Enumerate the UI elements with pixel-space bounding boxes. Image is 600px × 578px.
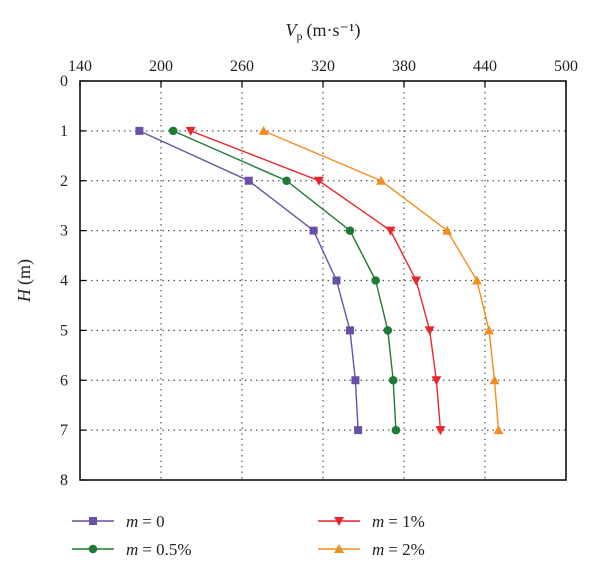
data-point xyxy=(385,226,396,236)
y-axis-symbol: H xyxy=(14,288,34,303)
data-point xyxy=(258,125,269,135)
x-axis-subscript: p xyxy=(297,29,303,43)
legend-item-2: m = 1% xyxy=(318,512,425,531)
y-tick-label: 8 xyxy=(60,472,68,489)
y-axis-ticks: 0 1 2 3 4 5 6 7 8 xyxy=(60,73,86,489)
x-tick-label: 140 xyxy=(68,58,92,75)
legend-label: m = 1% xyxy=(372,512,425,531)
legend-item-3: m = 2% xyxy=(318,540,425,559)
y-tick-label: 7 xyxy=(60,422,68,439)
data-point xyxy=(168,126,178,136)
x-tick-label: 440 xyxy=(473,58,497,75)
series-lines xyxy=(135,125,504,436)
data-point xyxy=(442,225,453,235)
data-point xyxy=(388,375,398,385)
legend: m = 0 m = 1% m = 0.5% m = 2% xyxy=(72,512,425,559)
legend-label: m = 0.5% xyxy=(126,540,192,559)
data-point xyxy=(431,376,442,386)
data-point xyxy=(135,126,144,135)
data-point xyxy=(354,426,363,435)
y-tick-label: 6 xyxy=(60,372,68,389)
data-point xyxy=(185,126,196,136)
data-point xyxy=(471,275,482,285)
x-tick-label: 200 xyxy=(149,58,173,75)
y-tick-label: 2 xyxy=(60,173,68,190)
legend-item-1: m = 0.5% xyxy=(72,540,192,559)
series-line-0 xyxy=(139,130,359,431)
data-point xyxy=(411,276,422,286)
data-point xyxy=(424,326,435,336)
y-tick-label: 5 xyxy=(60,322,68,339)
data-point xyxy=(346,326,354,335)
legend-label: m = 2% xyxy=(372,540,425,559)
x-tick-label: 380 xyxy=(392,58,416,75)
x-axis-title: Vp (m·s⁻¹) xyxy=(286,20,361,43)
y-tick-label: 4 xyxy=(60,273,68,290)
grid-lines xyxy=(80,81,566,480)
data-point xyxy=(351,376,360,385)
series-line-2 xyxy=(190,130,442,431)
series-0 xyxy=(135,126,363,435)
data-point xyxy=(309,226,318,235)
data-point xyxy=(244,176,253,185)
data-point xyxy=(435,426,446,436)
legend-item-0: m = 0 xyxy=(72,512,165,531)
data-point xyxy=(493,425,504,435)
y-axis-unit: (m) xyxy=(14,259,35,285)
legend-marker xyxy=(334,517,344,526)
x-tick-label: 260 xyxy=(230,58,254,75)
data-point xyxy=(376,175,387,185)
y-axis-title: H (m) xyxy=(14,259,35,303)
data-point xyxy=(489,375,500,385)
legend-marker xyxy=(334,544,344,553)
data-point xyxy=(383,326,393,335)
y-tick-label: 0 xyxy=(60,73,68,90)
x-tick-label: 320 xyxy=(311,58,335,75)
x-axis-symbol: V xyxy=(286,20,299,40)
series-3 xyxy=(258,125,504,435)
data-point xyxy=(313,176,324,186)
legend-marker xyxy=(88,544,98,554)
data-point xyxy=(484,325,495,335)
x-tick-label: 500 xyxy=(554,58,578,75)
series-2 xyxy=(185,126,446,436)
data-point xyxy=(391,425,401,435)
data-point xyxy=(282,176,291,186)
legend-label: m = 0 xyxy=(126,512,165,531)
data-point xyxy=(345,226,355,235)
legend-marker xyxy=(89,517,97,525)
series-1 xyxy=(168,126,401,435)
y-tick-label: 1 xyxy=(60,123,68,140)
x-axis-unit: (m·s⁻¹) xyxy=(307,20,361,41)
y-tick-label: 3 xyxy=(60,223,68,240)
data-point xyxy=(332,276,341,285)
x-axis-ticks: 140 200 260 320 380 440 500 xyxy=(68,58,578,87)
data-point xyxy=(371,276,380,285)
